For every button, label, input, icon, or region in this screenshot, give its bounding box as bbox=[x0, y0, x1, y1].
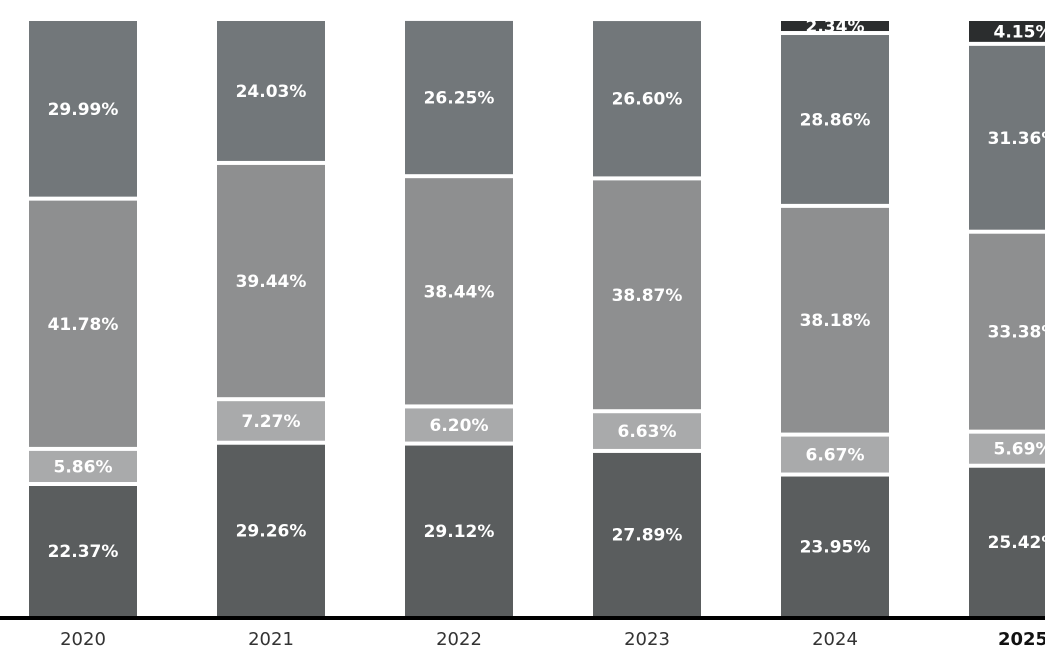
data-label-2020-s3: 29.99% bbox=[48, 100, 119, 120]
x-tick-label-2021: 2021 bbox=[248, 629, 294, 650]
data-label-2021-s1: 7.27% bbox=[242, 412, 301, 432]
data-label-2023-s1: 6.63% bbox=[618, 422, 677, 442]
data-label-2020-s1: 5.86% bbox=[54, 457, 113, 477]
bar-segment-2021-s2 bbox=[217, 164, 325, 398]
bars-group: 22.37% 5.86% 41.78% 29.99% 29.26% 7.27% 39.44%… bbox=[29, 17, 1045, 616]
bar-segment-2022-s3 bbox=[405, 20, 513, 175]
bar-segment-2022-s0 bbox=[405, 445, 513, 616]
bar-segment-2020-s1 bbox=[29, 450, 137, 483]
data-label-2025-s1: 5.69% bbox=[994, 440, 1045, 460]
bar-segment-2025-s1 bbox=[969, 433, 1045, 464]
data-label-2022-s1: 6.20% bbox=[430, 416, 489, 436]
data-label-2022-s2: 38.44% bbox=[424, 282, 495, 302]
data-label-2023-s3: 26.60% bbox=[612, 90, 683, 110]
data-label-2024-s0: 23.95% bbox=[800, 537, 871, 557]
data-label-2022-s3: 26.25% bbox=[424, 89, 495, 109]
bar-segment-2022-s1 bbox=[405, 408, 513, 442]
bar-segment-2023-s0 bbox=[593, 452, 701, 616]
bar-segment-2020-s0 bbox=[29, 486, 137, 616]
bar-segment-2021-s1 bbox=[217, 401, 325, 441]
bar-segment-2024-s4 bbox=[781, 21, 889, 32]
data-label-2023-s0: 27.89% bbox=[612, 525, 683, 545]
data-label-2025-s0: 25.42% bbox=[988, 533, 1045, 553]
data-label-2024-s2: 38.18% bbox=[800, 311, 871, 331]
data-label-2024-s4: 2.34% bbox=[806, 17, 865, 37]
data-label-2020-s0: 22.37% bbox=[48, 542, 119, 562]
bar-segment-2020-s3 bbox=[29, 21, 137, 197]
bar-segment-2024-s3 bbox=[781, 35, 889, 204]
data-label-2025-s3: 31.36% bbox=[988, 129, 1045, 149]
bar-segment-2023-s1 bbox=[593, 413, 701, 449]
data-label-2020-s2: 41.78% bbox=[48, 315, 119, 335]
x-tick-label-2023: 2023 bbox=[624, 629, 670, 650]
data-label-2021-s3: 24.03% bbox=[236, 82, 307, 102]
data-label-2025-s2: 33.38% bbox=[988, 323, 1045, 343]
bar-segment-2025-s0 bbox=[969, 467, 1045, 616]
data-label-2025-s4: 4.15% bbox=[994, 22, 1045, 42]
bar-segment-2021-s0 bbox=[217, 444, 325, 616]
bar-segment-2023-s3 bbox=[593, 21, 701, 177]
data-label-2021-s0: 29.26% bbox=[236, 521, 307, 541]
bar-segment-2025-s2 bbox=[969, 233, 1045, 430]
bar-segment-2021-s3 bbox=[217, 21, 325, 161]
bar-segment-2025-s4 bbox=[969, 21, 1045, 42]
x-tick-label-2020: 2020 bbox=[60, 629, 106, 650]
data-label-2024-s3: 28.86% bbox=[800, 110, 871, 130]
bar-segment-2020-s2 bbox=[29, 200, 137, 447]
x-tick-label-2024: 2024 bbox=[812, 629, 858, 650]
data-label-2023-s2: 38.87% bbox=[612, 286, 683, 306]
bar-segment-2022-s2 bbox=[405, 178, 513, 405]
bar-segment-2024-s2 bbox=[781, 207, 889, 433]
bar-segment-2024-s1 bbox=[781, 436, 889, 473]
bar-segment-2023-s2 bbox=[593, 180, 701, 410]
data-label-2021-s2: 39.44% bbox=[236, 272, 307, 292]
x-axis-labels: 2020 2021 2022 2023 2024 2025 bbox=[60, 629, 1045, 650]
x-tick-label-2025: 2025 bbox=[998, 629, 1045, 650]
data-label-2024-s1: 6.67% bbox=[806, 446, 865, 466]
x-tick-label-2022: 2022 bbox=[436, 629, 482, 650]
bar-segment-2025-s3 bbox=[969, 45, 1045, 230]
data-label-2022-s0: 29.12% bbox=[424, 522, 495, 542]
bar-segment-2024-s0 bbox=[781, 476, 889, 616]
